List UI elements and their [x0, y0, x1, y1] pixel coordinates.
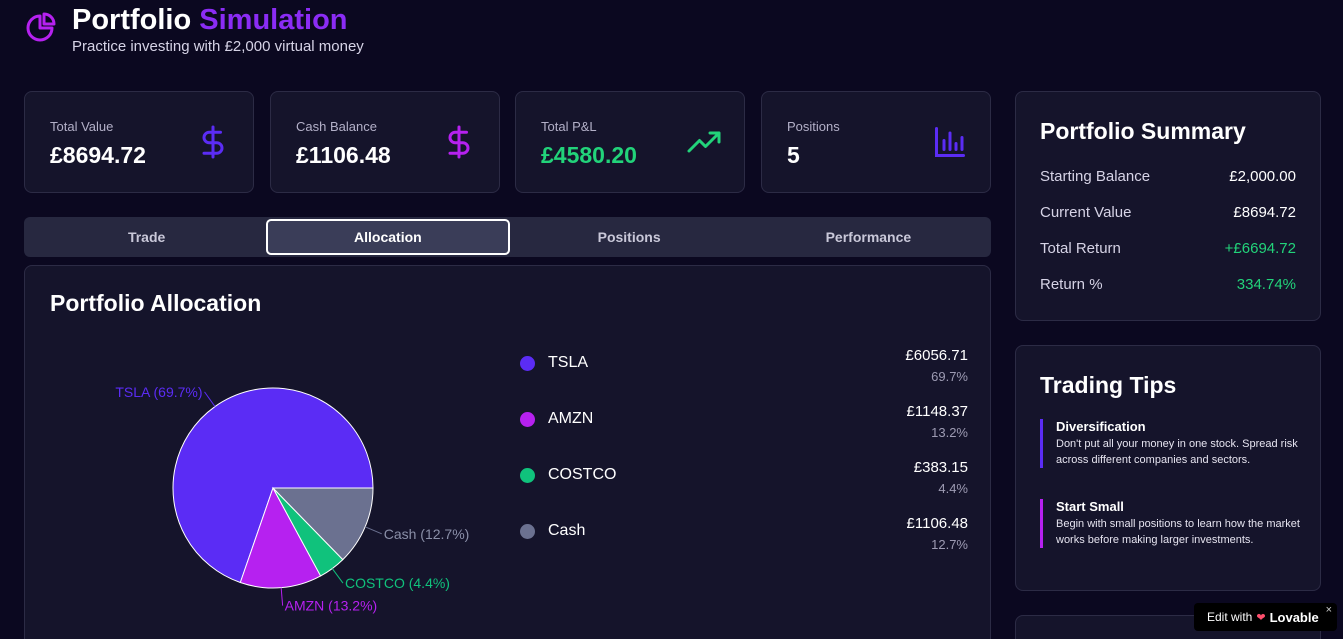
legend-name: AMZN: [548, 410, 594, 427]
stat-card-total-pnl: Total P&L £4580.20: [515, 91, 745, 193]
tip-body: Don't put all your money in one stock. S…: [1056, 438, 1298, 466]
allocation-card: Portfolio Allocation TSLA (69.7%) AMZN (1…: [24, 265, 991, 639]
legend-name: Cash: [548, 522, 586, 539]
summary-row-current-value: Current Value £8694.72: [1040, 204, 1296, 224]
summary-title: Portfolio Summary: [1040, 118, 1246, 144]
bar-chart-icon: [935, 127, 965, 157]
summary-value: £2,000.00: [1229, 168, 1296, 185]
summary-label: Current Value: [1040, 204, 1132, 221]
pie-chart-icon: [26, 12, 56, 42]
close-icon[interactable]: ×: [1325, 604, 1332, 616]
stat-label: Cash Balance: [296, 119, 377, 134]
stat-label: Total P&L: [541, 119, 597, 134]
legend-amount: £1148.37: [906, 403, 968, 420]
legend-item-amzn: AMZN £1148.37 13.2%: [518, 403, 968, 453]
legend-item-tsla: TSLA £6056.71 69.7%: [518, 347, 968, 397]
stat-card-cash-balance: Cash Balance £1106.48: [270, 91, 500, 193]
tab-trade[interactable]: Trade: [127, 229, 166, 245]
tip-body: Begin with small positions to learn how …: [1056, 518, 1300, 546]
legend-dot: [520, 468, 535, 483]
stat-value: 5: [787, 142, 800, 168]
page-header: Portfolio Simulation Practice investing …: [24, 4, 364, 55]
stat-value: £8694.72: [50, 142, 146, 168]
legend-amount: £1106.48: [906, 515, 968, 532]
summary-label: Return %: [1040, 276, 1103, 293]
stat-label: Positions: [787, 119, 840, 134]
pie-leader-line: [364, 526, 382, 535]
stat-card-total-value: Total Value £8694.72: [24, 91, 254, 193]
summary-value: £8694.72: [1233, 204, 1296, 221]
tip-diversification: Diversification Don't put all your money…: [1040, 419, 1300, 468]
dollar-icon: [448, 125, 470, 159]
portfolio-summary-card: Portfolio Summary Starting Balance £2,00…: [1015, 91, 1321, 321]
summary-row-starting-balance: Starting Balance £2,000.00: [1040, 168, 1296, 188]
page-subtitle: Practice investing with £2,000 virtual m…: [72, 38, 364, 55]
legend-item-cash: Cash £1106.48 12.7%: [518, 515, 968, 565]
page-title: Portfolio Simulation: [72, 4, 364, 36]
legend-dot: [520, 524, 535, 539]
stat-label: Total Value: [50, 119, 114, 134]
summary-row-total-return: Total Return +£6694.72: [1040, 240, 1296, 260]
legend-name: TSLA: [548, 354, 589, 371]
legend-percent: 69.7%: [931, 369, 968, 384]
stat-card-positions: Positions 5: [761, 91, 991, 193]
tips-title: Trading Tips: [1040, 372, 1177, 398]
allocation-pie-chart: TSLA (69.7%) AMZN (13.2%) COSTCO (4.4%) Cas…: [115, 384, 470, 614]
trading-tips-card: Trading Tips Diversification Don't put a…: [1015, 345, 1321, 591]
legend-percent: 12.7%: [931, 537, 968, 552]
summary-label: Total Return: [1040, 240, 1121, 257]
legend-item-costco: COSTCO £383.15 4.4%: [518, 459, 968, 509]
title-accent: Simulation: [199, 4, 348, 36]
pie-slice-tsla[interactable]: [172, 387, 374, 584]
summary-label: Starting Balance: [1040, 168, 1151, 185]
title-main: Portfolio: [72, 4, 192, 36]
tab-positions[interactable]: Positions: [597, 229, 661, 245]
legend-dot: [520, 356, 535, 371]
legend-name: COSTCO: [548, 466, 617, 483]
pie-leader-line: [331, 568, 344, 584]
summary-value: +£6694.72: [1224, 240, 1296, 257]
trending-up-icon: [687, 131, 721, 153]
legend-dot: [520, 412, 535, 427]
stat-value: £1106.48: [296, 142, 391, 168]
pie-leader-line: [280, 587, 284, 606]
dollar-icon: [202, 125, 224, 159]
legend-percent: 4.4%: [938, 481, 968, 496]
legend-amount: £6056.71: [905, 347, 968, 364]
pie-label-amzn: AMZN (13.2%): [285, 598, 378, 614]
stat-value: £4580.20: [541, 142, 637, 168]
summary-row-return-percent: Return % 334.74%: [1040, 276, 1296, 296]
badge-prefix: Edit with: [1207, 610, 1253, 624]
tip-heading: Diversification: [1056, 419, 1146, 434]
pie-label-cash: Cash (12.7%): [384, 526, 470, 542]
allocation-title: Portfolio Allocation: [50, 290, 262, 316]
badge-brand: Lovable: [1269, 609, 1319, 625]
tip-start-small: Start Small Begin with small positions t…: [1040, 499, 1300, 548]
tab-performance[interactable]: Performance: [825, 229, 912, 245]
heart-icon: ❤: [1256, 611, 1266, 624]
edit-with-lovable-badge[interactable]: Edit with ❤ Lovable ×: [1194, 603, 1337, 631]
summary-value: 334.74%: [1236, 276, 1296, 293]
pie-label-costco: COSTCO (4.4%): [345, 575, 450, 591]
tab-allocation[interactable]: Allocation: [266, 219, 510, 255]
pie-leader-line: [204, 391, 216, 407]
pie-label-tsla: TSLA (69.7%): [115, 384, 202, 400]
tip-heading: Start Small: [1056, 499, 1124, 514]
legend-amount: £383.15: [913, 459, 968, 476]
legend-percent: 13.2%: [931, 425, 968, 440]
tab-bar: Trade Allocation Positions Performance: [24, 217, 991, 257]
